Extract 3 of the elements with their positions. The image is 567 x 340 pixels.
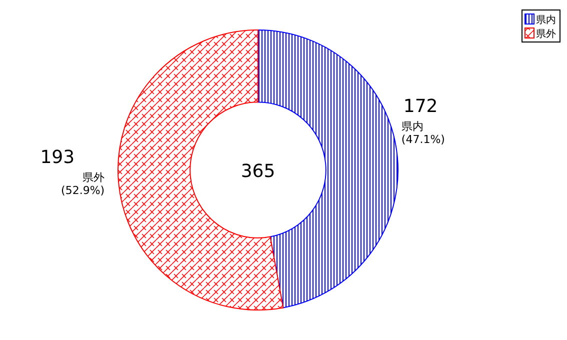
legend-label: 県内 — [536, 14, 556, 26]
text: 365 — [240, 161, 276, 182]
legend-label: 県外 — [536, 29, 556, 40]
